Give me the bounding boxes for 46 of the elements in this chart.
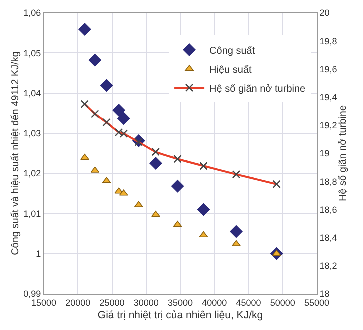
y2-tick-label: 19,8 — [320, 36, 338, 46]
y2-tick-label: 18 — [320, 289, 330, 300]
x-tick-label: 30000 — [134, 298, 159, 308]
y-tick-label: 1,02 — [24, 168, 42, 179]
point — [117, 112, 130, 126]
point — [197, 203, 210, 216]
legend-label: Hiệu suất — [210, 64, 252, 76]
y2-tick-label: 19,2 — [320, 120, 338, 131]
point — [230, 225, 243, 238]
x-tick-label: 20000 — [66, 298, 91, 308]
y-tick-label: 1,01 — [24, 208, 42, 219]
y2-tick-label: 18,2 — [320, 261, 338, 272]
x-tick-label: 15000 — [31, 298, 57, 308]
point — [149, 157, 162, 170]
legend-label: Công suất — [210, 46, 256, 57]
y2-tick-label: 20 — [320, 8, 330, 18]
y2-tick-label: 18,8 — [320, 176, 338, 187]
y2-tick-label: 18,6 — [320, 204, 338, 215]
point — [78, 22, 92, 36]
point — [100, 79, 114, 92]
x-tick-label: 50000 — [270, 298, 296, 308]
y-tick-label: 1 — [36, 249, 42, 260]
y2-tick-label: 18,4 — [320, 232, 338, 243]
x-tick-label: 25000 — [100, 298, 125, 308]
x-tick-label: 55000 — [304, 298, 330, 308]
point — [171, 180, 184, 193]
point — [199, 231, 208, 238]
point — [112, 104, 126, 118]
y-axis-title: Công suất và hiệu suất nhiệt đến 49112 KJ/kg — [10, 52, 22, 256]
x-axis-title: Giá trị nhiệt trị của nhiên liệu, KJ/kg — [98, 310, 264, 322]
y-tick-label: 0,99 — [24, 289, 42, 300]
legend-label: Hệ số giãn nở turbine — [210, 84, 306, 95]
point — [80, 154, 90, 160]
y-tick-label: 1,04 — [24, 88, 42, 98]
point — [88, 54, 102, 67]
point — [232, 240, 241, 246]
x-tick-label: 35000 — [168, 298, 194, 308]
y-tick-label: 1,06 — [24, 8, 42, 18]
y2-axis-title: Hệ số giãn nở turbine — [338, 105, 349, 202]
y-tick-label: 1,03 — [24, 128, 42, 139]
y2-tick-label: 19,6 — [320, 64, 338, 74]
y-tick-label: 1,05 — [24, 48, 42, 58]
x-tick-label: 45000 — [236, 298, 262, 308]
y2-tick-label: 19 — [320, 148, 330, 159]
y2-tick-label: 19,4 — [320, 92, 338, 102]
x-tick-label: 40000 — [202, 298, 228, 308]
